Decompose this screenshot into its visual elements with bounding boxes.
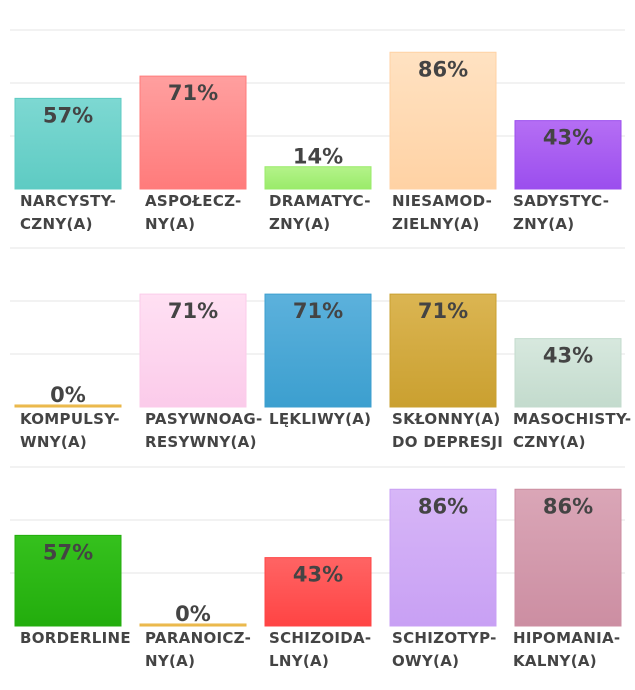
bar-1-3 bbox=[264, 166, 372, 190]
category-label: SCHIZOIDA- bbox=[269, 629, 371, 647]
value-label: 71% bbox=[293, 299, 343, 323]
bar-1-2 bbox=[139, 75, 247, 190]
category-label: DRAMATYC- bbox=[269, 192, 371, 210]
category-label: SKŁONNY(A) bbox=[392, 410, 501, 428]
category-label: OWY(A) bbox=[392, 652, 459, 670]
category-label: ZIELNY(A) bbox=[392, 215, 480, 233]
category-label: ZNY(A) bbox=[513, 215, 574, 233]
chart-panel-3: 57% BORDERLINE 0% PARANOICZ- NY(A) 43% SCHIZOI… bbox=[10, 466, 625, 670]
value-label: 71% bbox=[168, 299, 218, 323]
value-label: 86% bbox=[418, 57, 468, 81]
value-label: 43% bbox=[543, 126, 593, 150]
value-label: 57% bbox=[43, 103, 93, 127]
value-label: 86% bbox=[418, 494, 468, 518]
category-label: LĘKLIWY(A) bbox=[269, 410, 371, 428]
category-label: NY(A) bbox=[145, 652, 195, 670]
category-label: MASOCHISTY- bbox=[513, 410, 631, 428]
bar-3-1 bbox=[14, 534, 122, 627]
category-label: WNY(A) bbox=[20, 433, 87, 451]
category-label: LNY(A) bbox=[269, 652, 329, 670]
value-label: 0% bbox=[50, 383, 86, 407]
category-label: SADYSTYC- bbox=[513, 192, 609, 210]
category-label: CZNY(A) bbox=[20, 215, 93, 233]
value-label: 86% bbox=[543, 494, 593, 518]
value-label: 43% bbox=[543, 344, 593, 368]
chart-panel-2: 0% KOMPULSY- WNY(A) 71% PASYWNOAG- RESYWNY(A)… bbox=[10, 247, 631, 451]
category-label: ASPOŁECZ- bbox=[145, 192, 242, 210]
bar-1-4 bbox=[389, 51, 497, 190]
bar-2-4 bbox=[389, 293, 497, 408]
bar-1-5 bbox=[514, 120, 622, 190]
bar-3-4 bbox=[389, 488, 497, 627]
category-label: ZNY(A) bbox=[269, 215, 330, 233]
category-label: KOMPULSY- bbox=[20, 410, 120, 428]
value-label: 14% bbox=[293, 145, 343, 169]
bar-3-3 bbox=[264, 557, 372, 627]
category-label: RESYWNY(A) bbox=[145, 433, 257, 451]
bar-2-5 bbox=[514, 338, 622, 408]
value-label: 71% bbox=[418, 299, 468, 323]
category-label: BORDERLINE bbox=[20, 629, 131, 647]
value-label: 0% bbox=[175, 602, 211, 626]
bar-3-2 bbox=[139, 623, 247, 627]
bar-2-2 bbox=[139, 293, 247, 408]
value-label: 57% bbox=[43, 540, 93, 564]
category-label: NY(A) bbox=[145, 215, 195, 233]
category-label: SCHIZOTYP- bbox=[392, 629, 497, 647]
category-label: KALNY(A) bbox=[513, 652, 597, 670]
category-label: PARANOICZ- bbox=[145, 629, 251, 647]
bar-3-5 bbox=[514, 488, 622, 627]
category-label: DO DEPRESJI bbox=[392, 433, 503, 451]
category-label: HIPOMANIA- bbox=[513, 629, 620, 647]
value-label: 43% bbox=[293, 563, 343, 587]
category-label: NARCYSTY- bbox=[20, 192, 116, 210]
bar-1-1 bbox=[14, 97, 122, 190]
chart-panel-1: 57% NARCYSTY- CZNY(A) 71% ASPOŁECZ- NY(A) 14% D… bbox=[10, 29, 625, 233]
category-label: NIESAMOD- bbox=[392, 192, 492, 210]
value-label: 71% bbox=[168, 81, 218, 105]
category-label: CZNY(A) bbox=[513, 433, 586, 451]
bar-2-1 bbox=[14, 404, 122, 408]
category-label: PASYWNOAG- bbox=[145, 410, 263, 428]
bar-2-3 bbox=[264, 293, 372, 408]
